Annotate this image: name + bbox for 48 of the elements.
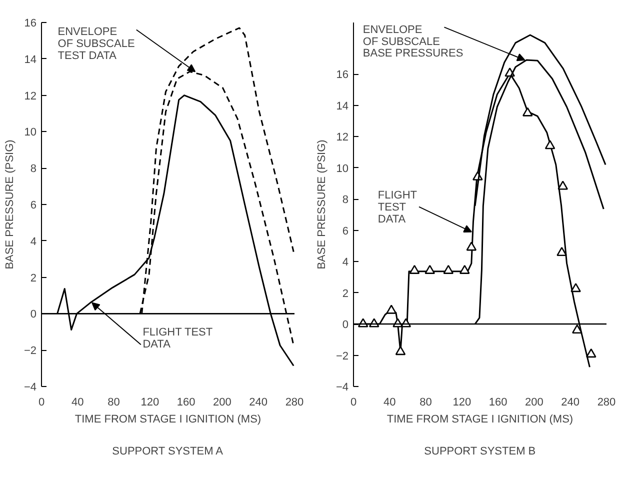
y-tick-label: 12 <box>24 90 37 102</box>
y-tick-label: 16 <box>336 69 349 82</box>
y-tick-label: 8 <box>30 163 37 176</box>
x-tick-label: 200 <box>525 396 544 408</box>
text: SUPPORT SYSTEM A <box>112 446 224 458</box>
annotation: ENVELOPE OF SUBSCALE TEST DATA <box>58 26 135 62</box>
y-tick-label: 14 <box>336 100 349 112</box>
x-tick-label: 0 <box>350 396 357 408</box>
annotation: FLIGHT TEST DATA <box>142 326 213 350</box>
y-axis-title: BASE PRESSURE (PSIG) <box>316 140 328 270</box>
y-tick-label: 12 <box>336 132 349 144</box>
x-tick-label: 240 <box>249 396 268 408</box>
y-tick-label: 0 <box>30 308 37 321</box>
y-tick-label: 6 <box>342 225 349 238</box>
x-tick-label: 200 <box>213 396 232 408</box>
x-tick-label: 160 <box>176 396 196 408</box>
x-tick-label: 240 <box>561 396 580 408</box>
x-tick-label: 80 <box>108 396 120 408</box>
y-tick-label: 14 <box>24 54 37 66</box>
y-tick-label: 6 <box>30 200 37 212</box>
y-tick-label: 0 <box>342 319 349 332</box>
y-tick-label: 4 <box>342 256 349 269</box>
x-tick-label: 40 <box>384 396 396 408</box>
y-axis-title: BASE PRESSURE (PSIG) <box>4 140 16 270</box>
y-tick-label: −2 <box>24 345 37 358</box>
x-tick-label: 0 <box>38 396 45 408</box>
y-tick-label: 4 <box>30 236 37 248</box>
y-tick-label: 10 <box>24 126 37 139</box>
y-tick-label: 2 <box>342 288 349 300</box>
x-tick-label: 280 <box>285 396 304 408</box>
x-tick-label: 40 <box>72 396 84 408</box>
y-tick-label: 16 <box>24 18 37 30</box>
annotation: FLIGHT TEST DATA <box>378 190 418 226</box>
y-tick-label: −4 <box>24 382 37 394</box>
y-tick-label: 8 <box>342 194 349 206</box>
x-tick-label: 120 <box>452 396 472 408</box>
x-tick-label: 120 <box>140 396 160 408</box>
x-axis-title: TIME FROM STAGE I IGNITION (MS) <box>386 414 574 426</box>
x-tick-label: 160 <box>488 396 508 408</box>
text: SUPPORT SYSTEM B <box>424 446 536 458</box>
y-tick-label: −2 <box>336 350 349 362</box>
y-tick-label: 2 <box>30 272 37 284</box>
x-tick-label: 280 <box>597 396 616 408</box>
x-axis-title: TIME FROM STAGE I IGNITION (MS) <box>74 414 262 426</box>
annotation: ENVELOPE OF SUBSCALE BASE PRESSURES <box>362 24 464 60</box>
y-tick-label: 10 <box>336 162 349 175</box>
x-tick-label: 80 <box>420 396 432 408</box>
y-tick-label: −4 <box>336 382 349 394</box>
